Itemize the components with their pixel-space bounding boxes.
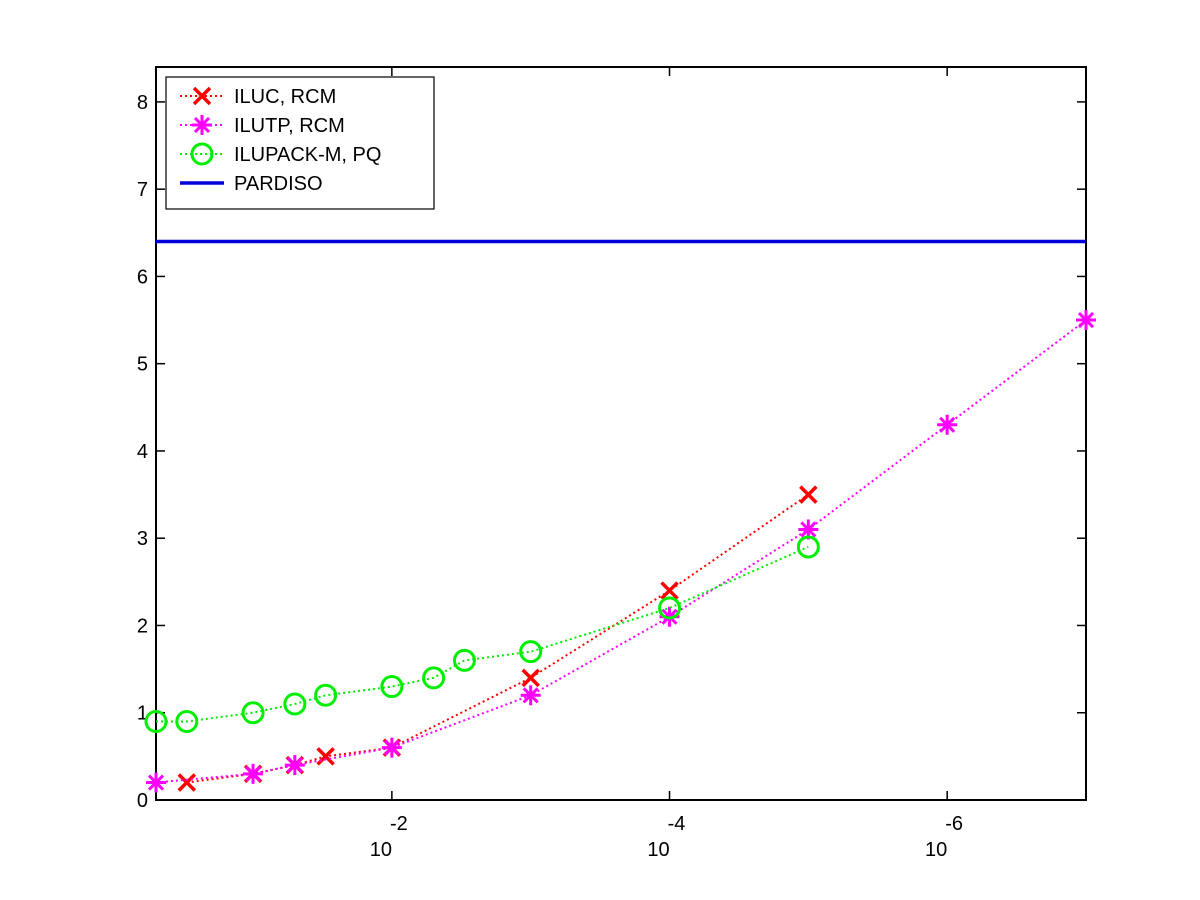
legend-label: ILUTP, RCM xyxy=(234,115,345,137)
x-tick-label-exponent: -2 xyxy=(390,813,408,835)
series-ilutp-rcm xyxy=(146,310,1096,793)
data-point xyxy=(796,535,820,559)
legend-item: ILUTP, RCM xyxy=(180,115,345,137)
circle-marker xyxy=(283,692,307,716)
x-marker-stroke xyxy=(177,773,197,792)
circle-marker xyxy=(452,648,476,672)
series-line xyxy=(156,545,809,723)
circle-marker xyxy=(796,535,820,559)
asterisk-marker-stroke xyxy=(800,521,817,538)
x-tick-label-base: 10 xyxy=(370,839,392,861)
series-markers xyxy=(144,535,820,733)
asterisk-marker-stroke xyxy=(244,765,262,782)
x-tick-label-base: 10 xyxy=(647,839,669,861)
circle-marker xyxy=(144,709,168,733)
data-point xyxy=(660,581,679,600)
y-tick-label: 0 xyxy=(137,790,148,812)
data-point xyxy=(175,709,199,733)
asterisk-marker-stroke xyxy=(286,757,303,774)
circle-marker xyxy=(241,701,265,725)
x-axis-ticks: 10 -2 10 -4 10 -6 xyxy=(370,67,963,861)
legend: ILUC, RCM ILUTP, RCM ILUPACK-M, PQ PARDISO xyxy=(165,76,435,210)
asterisk-marker-stroke xyxy=(147,774,165,791)
y-axis-ticks: 0 1 2 3 4 5 6 7 8 xyxy=(137,92,1086,812)
circle-marker xyxy=(658,596,682,620)
legend-item: PARDISO xyxy=(180,173,323,195)
circle-marker xyxy=(175,709,199,733)
data-point xyxy=(380,675,404,699)
data-point xyxy=(422,666,446,690)
data-point xyxy=(284,755,305,776)
legend-label: PARDISO xyxy=(234,173,323,195)
y-tick-label: 1 xyxy=(137,703,148,725)
data-point xyxy=(243,763,264,784)
data-point xyxy=(1076,310,1096,331)
x-marker-stroke xyxy=(521,668,540,688)
data-point xyxy=(146,772,166,793)
circle-marker xyxy=(380,675,404,699)
data-point xyxy=(521,668,540,688)
data-point xyxy=(241,701,265,725)
data-point xyxy=(144,709,168,733)
x-marker-stroke xyxy=(192,86,212,106)
data-point xyxy=(452,648,476,672)
y-tick-label: 5 xyxy=(137,354,148,376)
series-line xyxy=(155,319,1087,784)
data-point xyxy=(937,414,958,435)
series-layer xyxy=(144,239,1096,793)
asterisk-marker-stroke xyxy=(522,687,539,704)
circle-marker xyxy=(519,640,543,664)
data-point xyxy=(283,692,307,716)
data-point xyxy=(519,640,543,664)
series-markers xyxy=(146,310,1096,793)
asterisk-marker-stroke xyxy=(383,739,400,756)
data-point xyxy=(177,773,197,792)
legend-label: ILUPACK-M, PQ xyxy=(234,144,381,166)
x-marker-stroke xyxy=(799,485,818,504)
circle-marker xyxy=(190,142,214,166)
data-point xyxy=(314,683,338,707)
data-point xyxy=(520,685,541,706)
legend-box xyxy=(165,76,435,210)
asterisk-marker-stroke xyxy=(939,416,956,433)
data-point xyxy=(658,596,682,620)
x-marker-stroke xyxy=(316,747,335,766)
legend-item: ILUC, RCM xyxy=(180,86,336,108)
legend-label: ILUC, RCM xyxy=(234,86,336,108)
circle-marker xyxy=(314,683,338,707)
legend-item: ILUPACK-M, PQ xyxy=(180,142,381,166)
data-point xyxy=(381,737,402,758)
data-point xyxy=(316,747,335,766)
series-line xyxy=(186,493,809,784)
y-tick-label: 6 xyxy=(137,266,148,288)
y-tick-label: 8 xyxy=(137,92,148,114)
asterisk-marker-stroke xyxy=(1077,311,1095,329)
data-point xyxy=(799,485,818,504)
x-marker-stroke xyxy=(660,581,679,600)
y-tick-label: 2 xyxy=(137,615,148,637)
circle-marker xyxy=(422,666,446,690)
x-tick-label-base: 10 xyxy=(925,839,947,861)
x-tick-label-exponent: -6 xyxy=(945,813,963,835)
x-tick-label-exponent: -4 xyxy=(668,813,686,835)
y-tick-label: 7 xyxy=(137,179,148,201)
y-tick-label: 3 xyxy=(137,528,148,550)
y-tick-label: 4 xyxy=(137,441,148,463)
asterisk-marker-stroke xyxy=(193,116,211,134)
series-ilupack-m-pq xyxy=(144,535,820,733)
